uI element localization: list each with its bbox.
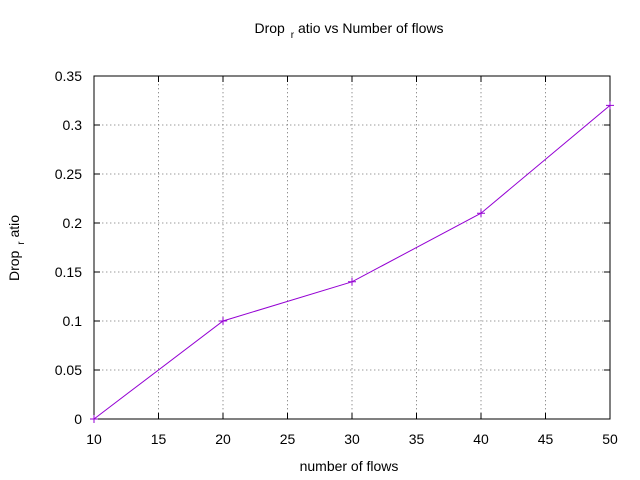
x-tick-label: 40 — [473, 431, 489, 447]
x-axis-label: number of flows — [300, 458, 399, 474]
chart-title-main: Drop — [255, 20, 286, 36]
chart-title-subscript: r — [291, 30, 295, 41]
data-point-marker — [219, 317, 227, 325]
y-tick-label: 0 — [74, 411, 82, 427]
x-tick-label: 50 — [602, 431, 618, 447]
y-tick-label: 0.05 — [55, 362, 82, 378]
data-point-marker — [90, 415, 98, 423]
plot-area-border — [93, 75, 611, 420]
plot-border — [93, 75, 611, 420]
y-tick-label: 0.1 — [63, 313, 83, 329]
data-point-marker — [348, 277, 356, 286]
tick-labels: 10 15 20 25 30 35 40 45 50 0 0.05 0.1 0.15 0.2 0.25 0.3… — [55, 68, 618, 447]
ticks — [93, 75, 611, 420]
x-tick-label: 35 — [409, 431, 425, 447]
x-tick-label: 25 — [280, 431, 296, 447]
y-tick-label: 0.35 — [55, 68, 82, 84]
y-axis-label-main: Drop — [6, 250, 22, 281]
series-group — [90, 101, 614, 423]
y-tick-label: 0.3 — [63, 117, 83, 133]
y-tick-label: 0.15 — [55, 264, 82, 280]
y-axis-label: Drop r atio — [6, 215, 27, 281]
chart-title: Drop r atio vs Number of flows — [255, 20, 444, 41]
grid — [94, 76, 610, 419]
data-point-marker — [606, 101, 614, 110]
x-tick-label: 30 — [344, 431, 360, 447]
x-tick-label: 15 — [151, 431, 167, 447]
y-tick-label: 0.25 — [55, 166, 82, 182]
data-point-marker — [477, 209, 485, 218]
y-axis-label-rest: atio — [6, 215, 22, 238]
x-tick-label: 45 — [538, 431, 554, 447]
y-tick-label: 0.2 — [63, 215, 83, 231]
x-tick-label: 20 — [215, 431, 231, 447]
y-axis-label-subscript: r — [16, 241, 27, 245]
x-tick-label: 10 — [86, 431, 102, 447]
chart-title-rest: atio vs Number of flows — [298, 20, 444, 36]
